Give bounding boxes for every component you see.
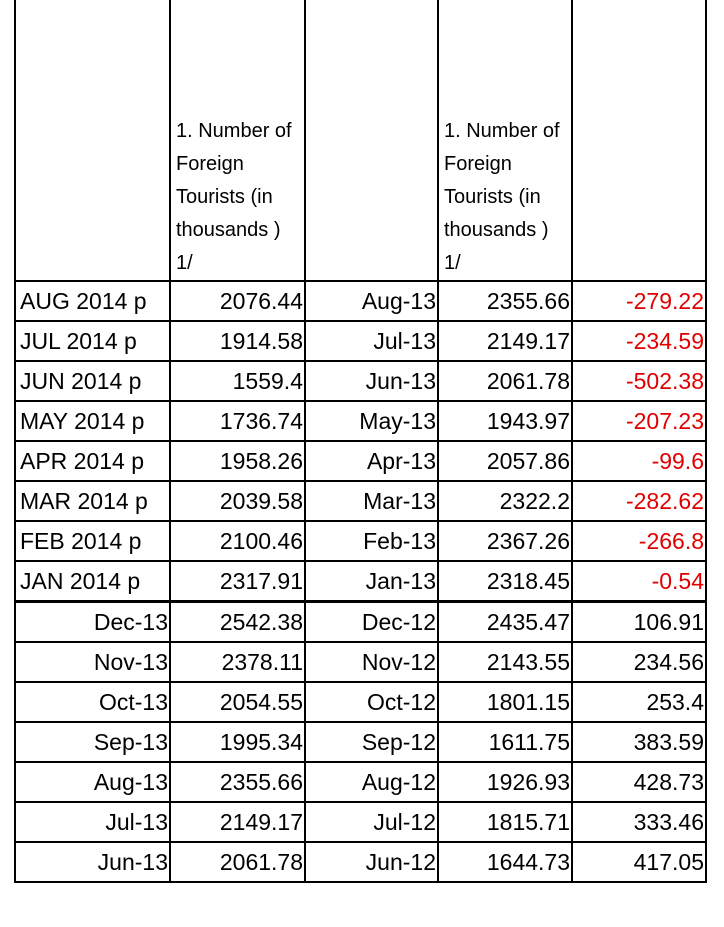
tourists-current-cell: 2076.44 [169, 280, 306, 322]
difference-cell: -207.23 [571, 400, 707, 442]
tourists-current-cell: 2317.91 [169, 560, 306, 603]
tourists-current-cell: 2378.11 [169, 641, 306, 683]
period-cell: Jun-13 [14, 841, 171, 883]
period-cell: JUN 2014 p [14, 360, 171, 402]
difference-cell: -266.8 [571, 520, 707, 562]
tourists-previous-cell: 1815.71 [437, 801, 573, 843]
period-cell: Dec-13 [14, 600, 171, 643]
tourists-previous-cell: 2367.26 [437, 520, 573, 562]
table-row: MAY 2014 p 1736.74 May-13 1943.97 -207.23 [14, 400, 707, 442]
period-cell: MAR 2014 p [14, 480, 171, 522]
header-row: 1. Number of Foreign Tourists (in thousa… [14, 0, 707, 282]
table-row: AUG 2014 p 2076.44 Aug-13 2355.66 -279.22 [14, 280, 707, 322]
period-cell: Oct-13 [14, 681, 171, 723]
tourists-previous-cell: 2318.45 [437, 560, 573, 603]
comparison-period-cell: Sep-12 [304, 721, 439, 763]
tourists-current-cell: 1958.26 [169, 440, 306, 482]
tourists-previous-cell: 1926.93 [437, 761, 573, 803]
table-row: Dec-13 2542.38 Dec-12 2435.47 106.91 [14, 600, 707, 643]
tourists-previous-cell: 2061.78 [437, 360, 573, 402]
period-cell: JAN 2014 p [14, 560, 171, 603]
period-cell: Aug-13 [14, 761, 171, 803]
tourists-previous-cell: 1943.97 [437, 400, 573, 442]
table-row: FEB 2014 p 2100.46 Feb-13 2367.26 -266.8 [14, 520, 707, 562]
tourists-current-cell: 2039.58 [169, 480, 306, 522]
difference-cell: 333.46 [571, 801, 707, 843]
comparison-period-cell: Mar-13 [304, 480, 439, 522]
comparison-period-cell: May-13 [304, 400, 439, 442]
table-row: JUL 2014 p 1914.58 Jul-13 2149.17 -234.59 [14, 320, 707, 362]
tourists-previous-cell: 2435.47 [437, 600, 573, 643]
period-cell: APR 2014 p [14, 440, 171, 482]
table-row: Aug-13 2355.66 Aug-12 1926.93 428.73 [14, 761, 707, 803]
difference-cell: 383.59 [571, 721, 707, 763]
comparison-period-cell: Dec-12 [304, 600, 439, 643]
tourists-previous-cell: 2355.66 [437, 280, 573, 322]
table-row: Jun-13 2061.78 Jun-12 1644.73 417.05 [14, 841, 707, 883]
difference-cell: 234.56 [571, 641, 707, 683]
comparison-period-cell: Aug-12 [304, 761, 439, 803]
table-row: Oct-13 2054.55 Oct-12 1801.15 253.4 [14, 681, 707, 723]
tourists-current-cell: 2061.78 [169, 841, 306, 883]
tourists-table: 1. Number of Foreign Tourists (in thousa… [14, 0, 707, 883]
header-cell [14, 0, 171, 282]
difference-cell: 428.73 [571, 761, 707, 803]
comparison-period-cell: Nov-12 [304, 641, 439, 683]
table-row: APR 2014 p 1958.26 Apr-13 2057.86 -99.6 [14, 440, 707, 482]
tourists-current-cell: 2355.66 [169, 761, 306, 803]
tourists-current-cell: 2149.17 [169, 801, 306, 843]
difference-cell: 106.91 [571, 600, 707, 643]
tourists-current-cell: 1736.74 [169, 400, 306, 442]
period-cell: MAY 2014 p [14, 400, 171, 442]
comparison-period-cell: Apr-13 [304, 440, 439, 482]
comparison-period-cell: Aug-13 [304, 280, 439, 322]
header-cell: 1. Number of Foreign Tourists (in thousa… [169, 0, 306, 282]
tourists-current-cell: 2100.46 [169, 520, 306, 562]
comparison-period-cell: Jun-13 [304, 360, 439, 402]
tourists-previous-cell: 2143.55 [437, 641, 573, 683]
comparison-period-cell: Jul-12 [304, 801, 439, 843]
table-row: Sep-13 1995.34 Sep-12 1611.75 383.59 [14, 721, 707, 763]
tourists-previous-cell: 1611.75 [437, 721, 573, 763]
tourists-current-cell: 1995.34 [169, 721, 306, 763]
difference-cell: -502.38 [571, 360, 707, 402]
tourists-current-cell: 2054.55 [169, 681, 306, 723]
difference-cell: -234.59 [571, 320, 707, 362]
comparison-period-cell: Feb-13 [304, 520, 439, 562]
table-row: Nov-13 2378.11 Nov-12 2143.55 234.56 [14, 641, 707, 683]
difference-cell: 253.4 [571, 681, 707, 723]
period-cell: AUG 2014 p [14, 280, 171, 322]
difference-cell: -279.22 [571, 280, 707, 322]
header-cell: 1. Number of Foreign Tourists (in thousa… [437, 0, 573, 282]
header-cell [571, 0, 707, 282]
tourists-previous-cell: 2149.17 [437, 320, 573, 362]
difference-cell: 417.05 [571, 841, 707, 883]
tourists-current-cell: 1914.58 [169, 320, 306, 362]
comparison-period-cell: Jul-13 [304, 320, 439, 362]
period-cell: Sep-13 [14, 721, 171, 763]
difference-cell: -99.6 [571, 440, 707, 482]
table-row: Jul-13 2149.17 Jul-12 1815.71 333.46 [14, 801, 707, 843]
comparison-period-cell: Jan-13 [304, 560, 439, 603]
tourists-current-cell: 1559.4 [169, 360, 306, 402]
tourists-current-cell: 2542.38 [169, 600, 306, 643]
table-row: JUN 2014 p 1559.4 Jun-13 2061.78 -502.38 [14, 360, 707, 402]
table-row: JAN 2014 p 2317.91 Jan-13 2318.45 -0.54 [14, 560, 707, 603]
difference-cell: -0.54 [571, 560, 707, 603]
header-cell [304, 0, 439, 282]
tourists-previous-cell: 1644.73 [437, 841, 573, 883]
tourists-previous-cell: 2057.86 [437, 440, 573, 482]
period-cell: Jul-13 [14, 801, 171, 843]
comparison-period-cell: Jun-12 [304, 841, 439, 883]
period-cell: Nov-13 [14, 641, 171, 683]
difference-cell: -282.62 [571, 480, 707, 522]
period-cell: FEB 2014 p [14, 520, 171, 562]
table-row: MAR 2014 p 2039.58 Mar-13 2322.2 -282.62 [14, 480, 707, 522]
tourists-previous-cell: 2322.2 [437, 480, 573, 522]
period-cell: JUL 2014 p [14, 320, 171, 362]
tourists-previous-cell: 1801.15 [437, 681, 573, 723]
comparison-period-cell: Oct-12 [304, 681, 439, 723]
